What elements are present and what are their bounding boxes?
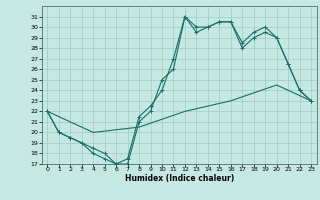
X-axis label: Humidex (Indice chaleur): Humidex (Indice chaleur) [124, 174, 234, 183]
